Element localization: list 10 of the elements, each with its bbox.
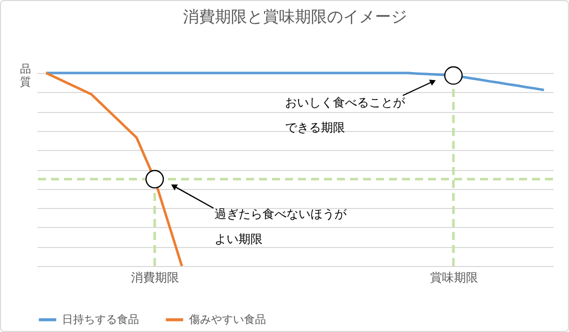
x-tick-label: 消費期限 [131, 270, 180, 284]
annotation: できる期限 [284, 120, 345, 135]
legend-label: 傷みやすい食品 [189, 314, 266, 326]
annotation: 過ぎたら食べないほうが [214, 207, 348, 222]
chart-title: 消費期限と賞味期限のイメージ [183, 8, 407, 26]
legend-label: 日持ちする食品 [62, 314, 139, 326]
x-tick-label: 賞味期限 [430, 270, 478, 284]
y-axis-title: 品質 [20, 64, 31, 88]
annotation: よい期限 [214, 232, 262, 246]
annotation: おいしく食べることが [284, 96, 406, 110]
